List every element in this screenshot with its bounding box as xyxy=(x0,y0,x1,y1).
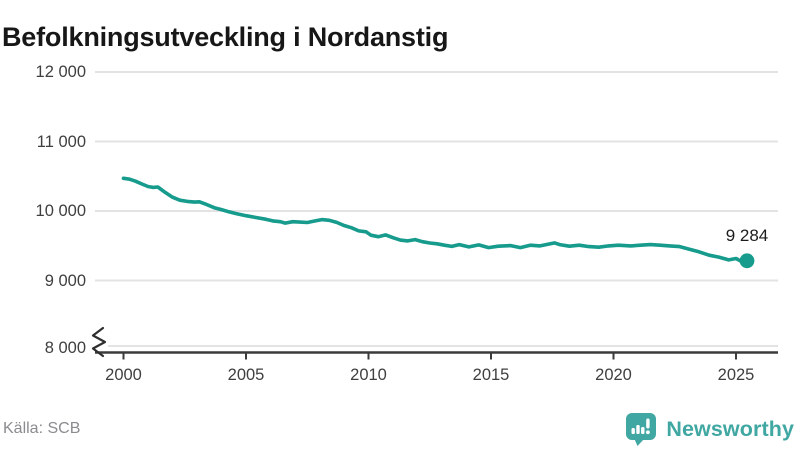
y-axis-tick-label: 10 000 xyxy=(35,202,86,220)
x-axis-tick-label: 2000 xyxy=(105,366,142,384)
population-line xyxy=(121,176,749,264)
newsworthy-wordmark: Newsworthy xyxy=(666,416,794,441)
x-axis-tick-label: 2025 xyxy=(717,366,755,384)
y-axis-tick-label: 12 000 xyxy=(35,63,86,81)
y-axis-tick-label: 9 000 xyxy=(44,271,86,290)
y-axis-tick-label: 11 000 xyxy=(36,132,86,151)
latest-value-label: 9 284 xyxy=(725,226,769,245)
x-axis-ticks xyxy=(122,352,737,360)
x-axis-tick-label: 2020 xyxy=(595,366,632,384)
gridlines xyxy=(95,71,778,347)
y-axis-break-icon xyxy=(91,326,107,358)
population-line-chart xyxy=(91,71,778,360)
newsworthy-bubble-chart-icon xyxy=(626,412,657,446)
newsworthy-logo: Newsworthy xyxy=(625,411,794,447)
x-axis-tick-label: 2015 xyxy=(472,366,510,384)
source-note: Källa: SCB xyxy=(3,420,81,437)
latest-value-dot xyxy=(739,253,755,269)
page-title: Befolkningsutveckling i Nordanstig xyxy=(2,22,449,53)
x-axis-tick-label: 2010 xyxy=(350,366,387,384)
x-axis-tick-label: 2005 xyxy=(227,366,265,384)
y-axis-tick-label: 8 000 xyxy=(44,339,86,357)
